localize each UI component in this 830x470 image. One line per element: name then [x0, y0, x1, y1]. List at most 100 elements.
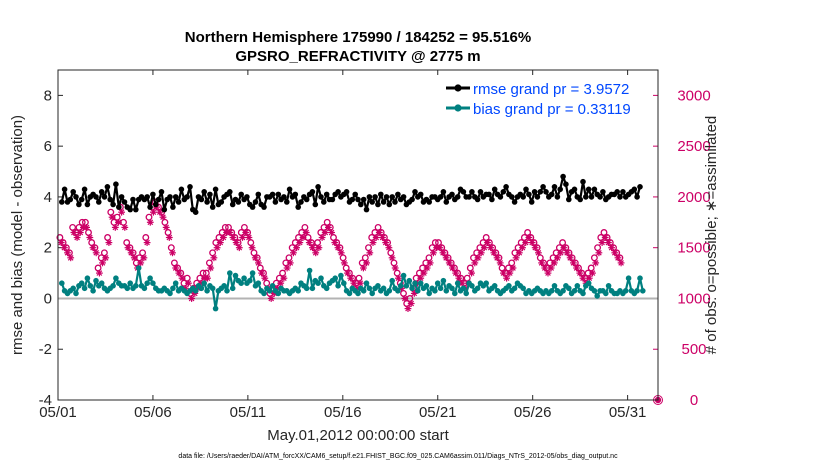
rmse-point: [440, 189, 447, 195]
bias-point: [209, 285, 216, 292]
possible-point: [590, 254, 598, 262]
assimilated-point: [566, 254, 574, 262]
assimilated-point: [538, 259, 545, 267]
assimilated-point: [67, 254, 75, 262]
rmse-point: [269, 191, 276, 198]
bias-point: [637, 275, 643, 282]
assimilated-point: [449, 264, 456, 272]
rmse-point: [534, 194, 541, 200]
possible-point: [355, 274, 363, 282]
rmse-point: [255, 191, 262, 198]
bias-point: [141, 285, 148, 292]
bias-point: [323, 285, 330, 292]
rmse-point: [204, 199, 210, 205]
bias-point: [113, 275, 119, 282]
bias-point: [59, 280, 65, 287]
rmse-point: [389, 194, 396, 200]
rmse-point: [113, 181, 119, 187]
rmse-point: [235, 199, 242, 205]
bias-point: [386, 288, 393, 294]
possible-point: [365, 244, 372, 252]
assimilated-point: [89, 244, 97, 252]
assimilated-point: [344, 269, 351, 277]
rmse-point: [449, 191, 455, 198]
bias-point: [295, 288, 302, 294]
bias-point: [261, 290, 267, 297]
assimilated-point: [557, 249, 565, 257]
assimilated-point: [309, 244, 316, 252]
bias-point: [585, 280, 592, 287]
rmse-point: [466, 194, 472, 200]
assimilated-point: [299, 234, 307, 241]
rmse-point: [509, 194, 515, 200]
rmse-point: [192, 209, 199, 215]
rmse-point: [150, 191, 156, 198]
assimilated-point: [442, 254, 450, 262]
bias-point: [204, 288, 210, 294]
rmse-point: [201, 189, 207, 195]
assimilated-point: [360, 264, 367, 272]
rmse-point: [358, 201, 364, 208]
bias-point: [591, 288, 598, 294]
bias-point: [238, 280, 244, 287]
bias-point: [417, 280, 424, 287]
assimilated-point: [493, 254, 501, 262]
assimilated-point: [258, 269, 265, 277]
bias-point: [73, 290, 79, 297]
assimilated-point: [331, 239, 339, 246]
assimilated-point: [172, 264, 180, 272]
bias-point: [124, 285, 131, 292]
rmse-point: [127, 206, 133, 213]
assimilated-point: [226, 229, 234, 236]
series-rmse: [59, 173, 643, 215]
rmse-point: [286, 186, 293, 193]
rmse-point: [207, 191, 213, 198]
rmse-point: [93, 194, 99, 200]
possible-point: [600, 229, 608, 236]
rmse-point: [503, 184, 509, 190]
bias-point: [483, 280, 490, 287]
bias-point: [474, 285, 481, 292]
series-bias: [59, 265, 646, 312]
rmse-point: [437, 194, 444, 200]
x-tick-label: 05/16: [324, 404, 362, 421]
rmse-point: [563, 181, 569, 187]
assimilated-point: [350, 279, 358, 287]
bias-point: [363, 280, 370, 287]
rmse-point: [366, 194, 373, 200]
bias-point: [232, 272, 239, 279]
assimilated-point: [169, 249, 176, 257]
assimilated-point: [302, 229, 310, 236]
rmse-point: [187, 184, 193, 190]
series-assimilated: [57, 203, 625, 312]
rmse-point: [298, 199, 304, 205]
assimilated-point: [315, 244, 323, 252]
assimilated-point: [592, 259, 600, 267]
assimilated-point: [515, 249, 523, 257]
assimilated-point: [554, 254, 561, 262]
assimilated-point: [277, 279, 285, 287]
bias-point: [412, 280, 418, 287]
assimilated-point: [283, 264, 291, 272]
bias-point: [443, 288, 450, 294]
y-tick-label: -2: [39, 341, 52, 358]
possible-point: [199, 269, 207, 277]
rmse-point: [566, 196, 572, 203]
assimilated-point: [404, 305, 412, 312]
assimilated-point: [484, 239, 491, 246]
assimilated-point: [544, 269, 552, 277]
assimilated-point: [130, 254, 138, 262]
y-tick-label-right: 3000: [677, 87, 710, 104]
bias-point: [440, 277, 447, 284]
y-tick-label-right: 2500: [677, 138, 710, 155]
assimilated-point: [356, 279, 364, 287]
assimilated-point: [474, 254, 482, 262]
bias-point: [150, 280, 156, 287]
assimilated-point: [601, 234, 609, 241]
possible-point: [104, 234, 112, 241]
assimilated-point: [267, 295, 275, 302]
bias-point: [229, 285, 236, 292]
possible-point: [463, 274, 471, 282]
rmse-point: [355, 196, 361, 203]
assimilated-point: [127, 249, 135, 257]
